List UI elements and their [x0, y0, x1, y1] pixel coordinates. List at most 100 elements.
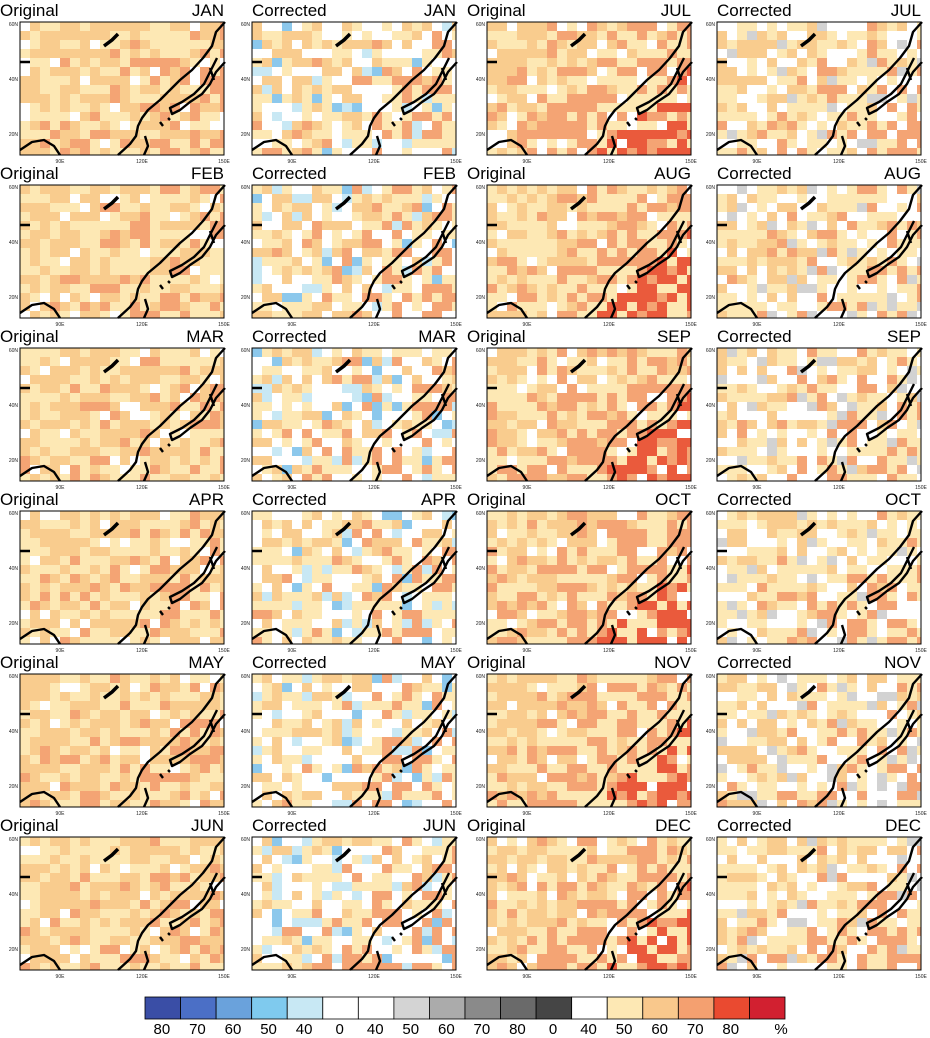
map-cell	[302, 619, 312, 628]
map-cell	[627, 520, 637, 529]
panel-month: FEB	[191, 164, 224, 183]
map-cell	[332, 148, 342, 155]
map-cell	[442, 574, 452, 583]
map-cell	[527, 40, 537, 49]
map-cell	[557, 311, 567, 318]
map-cell	[577, 574, 587, 583]
map-cell	[210, 456, 220, 465]
map-cell	[857, 420, 867, 429]
map-cell	[617, 547, 627, 556]
map-cell	[767, 348, 777, 357]
map-cell	[180, 293, 190, 302]
map-cell	[332, 121, 342, 130]
map-cell	[627, 40, 637, 49]
map-cell	[70, 375, 80, 384]
lat-label: 60N	[476, 185, 486, 191]
map-cell	[70, 628, 80, 637]
map-cell	[547, 375, 557, 384]
map-cell	[362, 212, 372, 221]
map-cell	[80, 194, 90, 203]
map-cell	[637, 85, 647, 94]
map-cell	[332, 58, 342, 67]
map-cell	[497, 221, 507, 230]
map-cell	[412, 438, 422, 447]
map-cell	[667, 547, 677, 556]
map-cell	[20, 49, 30, 58]
map-cell	[180, 248, 190, 257]
map-cell	[412, 538, 422, 547]
map-cell	[647, 520, 657, 529]
map-cell	[372, 357, 382, 366]
panel-month: SEP	[887, 327, 921, 346]
map-cell	[667, 67, 677, 76]
map-cell	[597, 239, 607, 248]
map-cell	[827, 375, 837, 384]
map-cell	[180, 601, 190, 610]
map-cell	[717, 511, 727, 520]
map-cell	[382, 85, 392, 94]
map-cell	[302, 266, 312, 275]
panel-month: JAN	[192, 1, 224, 20]
map-cell	[442, 293, 452, 302]
map-cell	[827, 139, 837, 148]
map-cell	[190, 230, 200, 239]
map-cell	[442, 628, 452, 637]
map-cell	[487, 511, 497, 520]
map-cell	[442, 248, 452, 257]
map-cell	[627, 284, 637, 293]
map-cell	[292, 248, 302, 257]
map-cell	[857, 49, 867, 58]
map-cell	[667, 357, 677, 366]
lon-label: 150E	[218, 648, 230, 654]
map-cell	[657, 601, 667, 610]
map-cell	[392, 58, 402, 67]
map-cell	[140, 76, 150, 85]
map-cell	[100, 465, 110, 474]
map-cell	[567, 194, 577, 203]
map-cell	[627, 76, 637, 85]
map-cell	[547, 121, 557, 130]
map-cell	[412, 447, 422, 456]
map-cell	[100, 375, 110, 384]
map-cell	[200, 592, 210, 601]
map-cell	[507, 221, 517, 230]
map-cell	[747, 121, 757, 130]
map-cell	[100, 302, 110, 311]
map-cell	[342, 465, 352, 474]
map-cell	[887, 348, 897, 357]
map-cell	[757, 520, 767, 529]
map-cell	[382, 601, 392, 610]
map-cell	[567, 592, 577, 601]
map-cell	[382, 583, 392, 592]
map-cell	[897, 230, 907, 239]
map-cell	[252, 628, 262, 637]
map-cell	[787, 203, 797, 212]
map-cell	[342, 94, 352, 103]
map-cell	[130, 212, 140, 221]
map-cell	[917, 239, 921, 248]
map-cell	[787, 284, 797, 293]
map-cell	[497, 185, 507, 194]
map-cell	[607, 348, 617, 357]
map-cell	[392, 601, 402, 610]
map-cell	[302, 185, 312, 194]
map-cell	[777, 212, 787, 221]
map-cell	[282, 103, 292, 112]
map-cell	[90, 357, 100, 366]
map-cell	[372, 221, 382, 230]
map-cell	[757, 112, 767, 121]
map-cell	[292, 85, 302, 94]
map-cell	[767, 148, 777, 155]
map-cell	[312, 212, 322, 221]
map-cell	[607, 139, 617, 148]
map-cell	[687, 302, 691, 311]
map-cell	[100, 547, 110, 556]
map-cell	[627, 511, 637, 520]
map-cell	[170, 275, 180, 284]
map-cell	[412, 366, 422, 375]
map-cell	[150, 547, 160, 556]
map-cell	[322, 85, 332, 94]
map-cell	[567, 511, 577, 520]
map-cell	[40, 411, 50, 420]
map-cell	[372, 375, 382, 384]
